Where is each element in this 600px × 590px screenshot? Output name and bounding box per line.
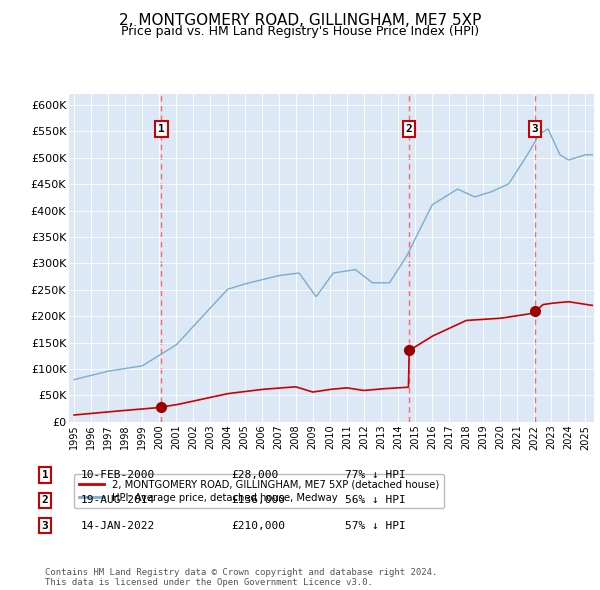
Text: 2: 2 xyxy=(406,124,412,134)
Text: £136,000: £136,000 xyxy=(231,496,285,505)
Text: 1: 1 xyxy=(41,470,49,480)
Text: Contains HM Land Registry data © Crown copyright and database right 2024.
This d: Contains HM Land Registry data © Crown c… xyxy=(45,568,437,587)
Text: £28,000: £28,000 xyxy=(231,470,278,480)
Text: 14-JAN-2022: 14-JAN-2022 xyxy=(81,521,155,530)
Text: 2, MONTGOMERY ROAD, GILLINGHAM, ME7 5XP: 2, MONTGOMERY ROAD, GILLINGHAM, ME7 5XP xyxy=(119,13,481,28)
Text: 1: 1 xyxy=(158,124,165,134)
Text: Price paid vs. HM Land Registry's House Price Index (HPI): Price paid vs. HM Land Registry's House … xyxy=(121,25,479,38)
Text: 57% ↓ HPI: 57% ↓ HPI xyxy=(345,521,406,530)
Text: 77% ↓ HPI: 77% ↓ HPI xyxy=(345,470,406,480)
Text: 10-FEB-2000: 10-FEB-2000 xyxy=(81,470,155,480)
Text: 3: 3 xyxy=(532,124,538,134)
Text: 2: 2 xyxy=(41,496,49,505)
Text: 56% ↓ HPI: 56% ↓ HPI xyxy=(345,496,406,505)
Legend: 2, MONTGOMERY ROAD, GILLINGHAM, ME7 5XP (detached house), HPI: Average price, de: 2, MONTGOMERY ROAD, GILLINGHAM, ME7 5XP … xyxy=(74,474,444,508)
Text: £210,000: £210,000 xyxy=(231,521,285,530)
Text: 19-AUG-2014: 19-AUG-2014 xyxy=(81,496,155,505)
Text: 3: 3 xyxy=(41,521,49,530)
